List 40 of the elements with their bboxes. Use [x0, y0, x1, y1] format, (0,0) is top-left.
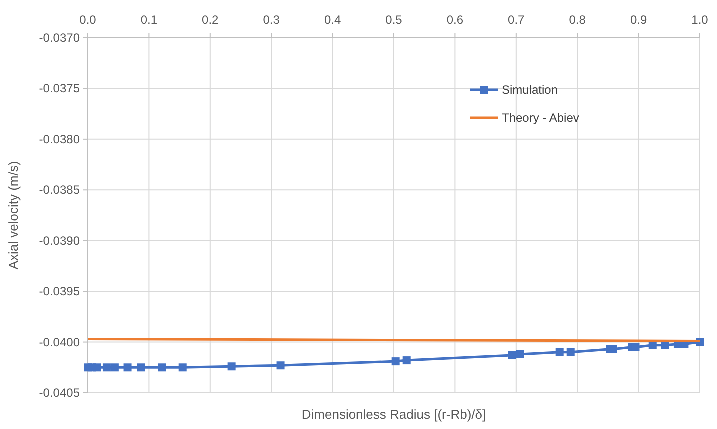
x-tick-label: 0.8 [569, 13, 586, 27]
legend-label: Theory - Abiev [502, 111, 580, 125]
point [228, 362, 236, 371]
y-tick-label: -0.0390 [39, 234, 80, 248]
point [566, 348, 575, 356]
x-tick-label: 1.0 [692, 13, 709, 27]
x-tick-label: 0.2 [202, 13, 220, 27]
point [516, 350, 524, 358]
x-tick-label: 0.5 [386, 13, 403, 27]
x-tick-label: 0.6 [446, 13, 464, 27]
point [276, 362, 285, 370]
point [402, 356, 411, 365]
point [609, 345, 618, 354]
x-tick-label: 0.9 [630, 13, 648, 27]
point [392, 358, 400, 366]
y-tick-label: -0.0405 [39, 386, 80, 400]
x-tick-label: 0.1 [140, 13, 158, 27]
y-tick-label: -0.0380 [39, 132, 80, 146]
x-tick-label: 0.3 [263, 13, 280, 27]
point [158, 364, 166, 372]
y-tick-label: -0.0395 [39, 284, 80, 299]
x-tick-label: 0.4 [324, 13, 342, 27]
point [110, 364, 119, 372]
y-tick-label: -0.0385 [39, 183, 80, 198]
x-tick-label: 0.7 [508, 13, 526, 27]
x-tick-label: 0.0 [80, 13, 97, 27]
y-axis-title: Axial velocity (m/s) [6, 161, 21, 270]
point [102, 364, 111, 372]
point [508, 351, 516, 360]
point [124, 364, 132, 372]
point [137, 364, 146, 372]
point [178, 364, 187, 372]
point [93, 364, 102, 372]
legend-label: Simulation [502, 83, 558, 97]
y-tick-label: -0.0375 [39, 82, 80, 96]
y-tick-label: -0.0370 [39, 31, 80, 45]
point [556, 348, 564, 356]
point [632, 343, 640, 352]
x-axis-title: Dimensionless Radius [(r-Rb)/δ] [302, 407, 486, 422]
y-tick-label: -0.0400 [39, 335, 80, 350]
